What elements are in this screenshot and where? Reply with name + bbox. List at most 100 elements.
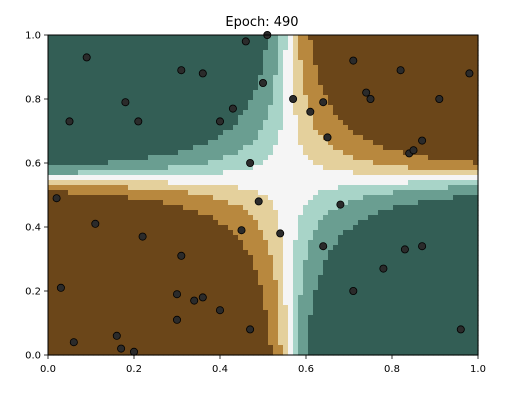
surface-cell — [68, 200, 74, 206]
surface-cell — [403, 50, 409, 56]
surface-cell — [113, 255, 119, 261]
surface-cell — [413, 215, 419, 221]
surface-cell — [358, 290, 364, 296]
surface-cell — [83, 215, 89, 221]
surface-cell — [383, 190, 389, 196]
surface-cell — [188, 235, 194, 241]
surface-cell — [223, 345, 229, 351]
surface-cell — [178, 50, 184, 56]
surface-cell — [338, 115, 344, 121]
surface-cell — [353, 345, 359, 351]
surface-cell — [118, 185, 124, 191]
surface-cell — [433, 165, 439, 171]
surface-cell — [153, 300, 159, 306]
surface-cell — [143, 155, 149, 161]
surface-cell — [163, 115, 169, 121]
surface-cell — [373, 120, 379, 126]
surface-cell — [193, 80, 199, 86]
surface-cell — [283, 75, 289, 81]
surface-cell — [373, 90, 379, 96]
surface-cell — [53, 275, 59, 281]
surface-cell — [353, 170, 359, 176]
surface-cell — [423, 270, 429, 276]
surface-cell — [153, 90, 159, 96]
surface-cell — [253, 305, 259, 311]
surface-cell — [133, 260, 139, 266]
surface-cell — [398, 340, 404, 346]
surface-cell — [373, 55, 379, 61]
surface-cell — [303, 120, 309, 126]
surface-cell — [253, 230, 259, 236]
surface-cell — [268, 65, 274, 71]
surface-cell — [268, 225, 274, 231]
surface-cell — [308, 275, 314, 281]
surface-cell — [138, 265, 144, 271]
surface-cell — [143, 195, 149, 201]
surface-cell — [358, 330, 364, 336]
surface-cell — [408, 110, 414, 116]
surface-cell — [233, 210, 239, 216]
surface-cell — [103, 45, 109, 51]
surface-cell — [178, 230, 184, 236]
surface-cell — [143, 320, 149, 326]
surface-cell — [348, 90, 354, 96]
surface-cell — [323, 345, 329, 351]
surface-cell — [258, 185, 264, 191]
surface-cell — [53, 45, 59, 51]
surface-cell — [158, 230, 164, 236]
surface-cell — [368, 185, 374, 191]
surface-cell — [93, 65, 99, 71]
surface-cell — [298, 180, 304, 186]
surface-cell — [103, 85, 109, 91]
surface-cell — [103, 180, 109, 186]
surface-cell — [378, 145, 384, 151]
surface-cell — [168, 80, 174, 86]
surface-cell — [278, 170, 284, 176]
surface-cell — [393, 290, 399, 296]
surface-cell — [98, 50, 104, 56]
surface-cell — [113, 305, 119, 311]
surface-cell — [303, 195, 309, 201]
surface-cell — [298, 140, 304, 146]
surface-cell — [243, 115, 249, 121]
surface-cell — [143, 100, 149, 106]
surface-cell — [163, 295, 169, 301]
surface-cell — [353, 145, 359, 151]
surface-cell — [163, 60, 169, 66]
surface-cell — [273, 140, 279, 146]
surface-cell — [173, 50, 179, 56]
surface-cell — [153, 105, 159, 111]
surface-cell — [338, 145, 344, 151]
surface-cell — [358, 235, 364, 241]
surface-cell — [318, 170, 324, 176]
surface-cell — [423, 185, 429, 191]
surface-cell — [393, 55, 399, 61]
surface-cell — [193, 110, 199, 116]
surface-cell — [128, 285, 134, 291]
surface-cell — [303, 350, 309, 356]
surface-cell — [143, 140, 149, 146]
surface-cell — [143, 55, 149, 61]
surface-cell — [153, 50, 159, 56]
surface-cell — [273, 270, 279, 276]
surface-cell — [128, 95, 134, 101]
surface-cell — [363, 250, 369, 256]
surface-cell — [368, 270, 374, 276]
surface-cell — [373, 85, 379, 91]
surface-cell — [73, 35, 79, 41]
surface-cell — [358, 320, 364, 326]
surface-cell — [423, 225, 429, 231]
surface-cell — [68, 100, 74, 106]
surface-cell — [348, 285, 354, 291]
surface-cell — [303, 85, 309, 91]
surface-cell — [133, 85, 139, 91]
surface-cell — [168, 95, 174, 101]
surface-cell — [243, 275, 249, 281]
surface-cell — [108, 125, 114, 131]
surface-cell — [148, 75, 154, 81]
surface-cell — [363, 265, 369, 271]
surface-cell — [358, 115, 364, 121]
surface-cell — [398, 290, 404, 296]
surface-cell — [78, 345, 84, 351]
surface-cell — [328, 280, 334, 286]
